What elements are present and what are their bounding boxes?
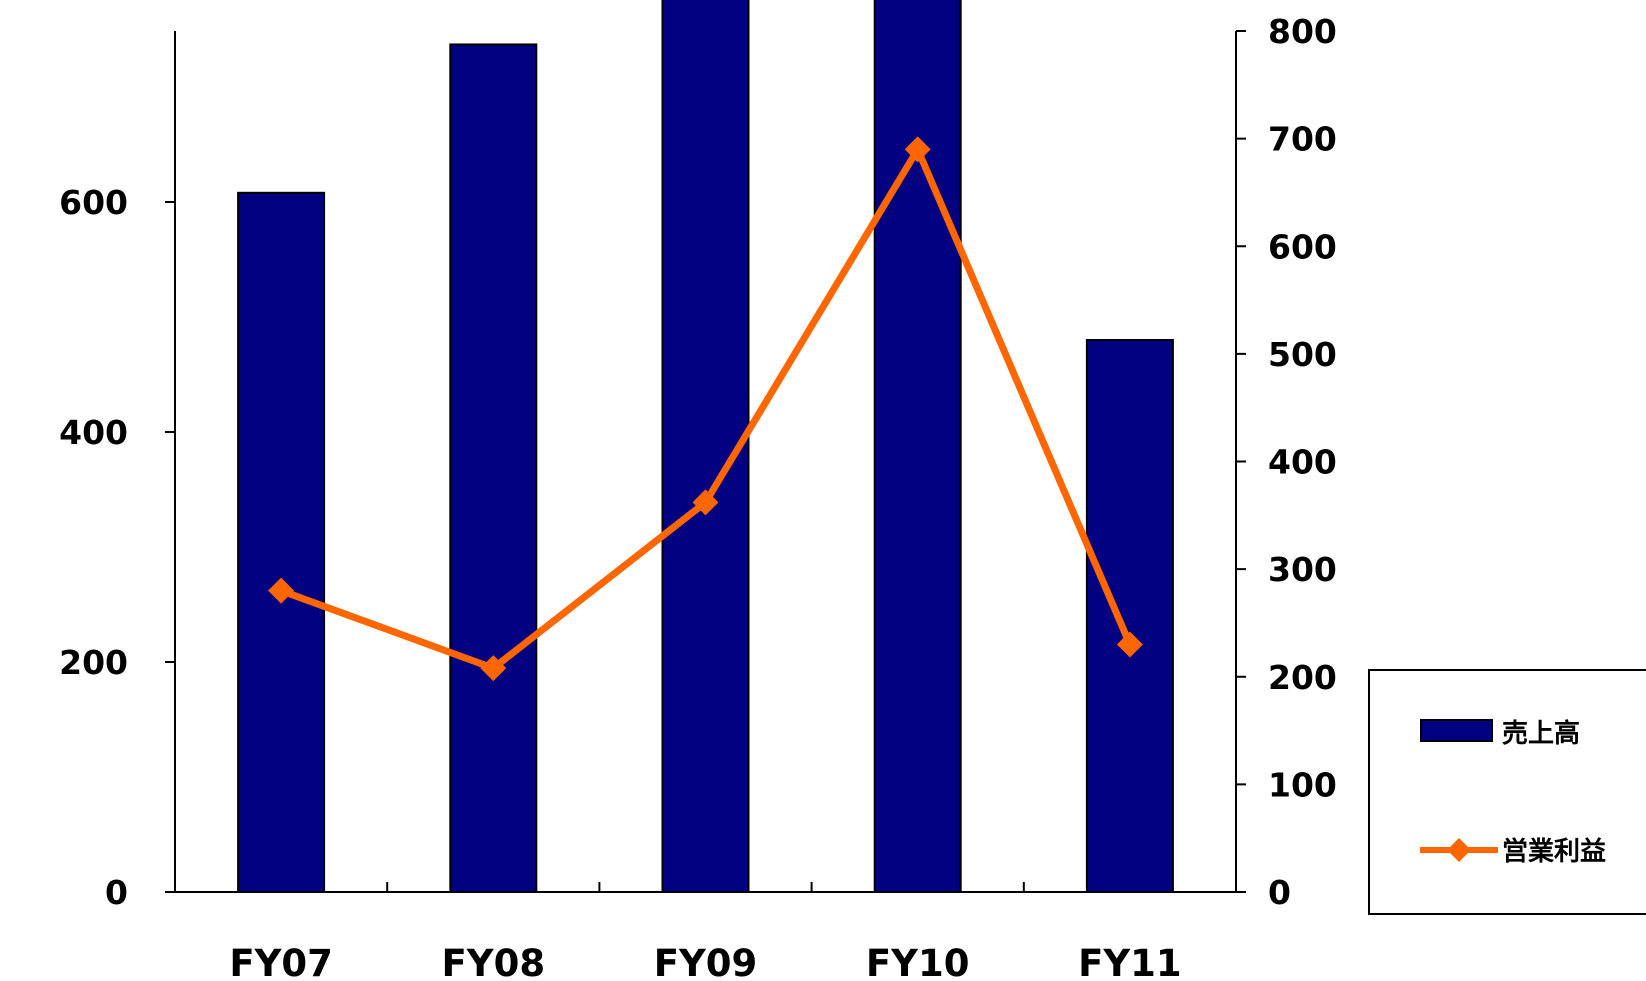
bar-series <box>237 0 1174 894</box>
legend-box <box>1368 669 1646 915</box>
right-axis-tick-label: 500 <box>1268 335 1337 374</box>
right-axis-tick-label: 600 <box>1268 227 1337 266</box>
left-axis-tick-label: 600 <box>59 183 128 222</box>
left-axis-tick-label: 400 <box>59 413 128 452</box>
x-axis-category-label: FY07 <box>229 942 333 981</box>
line-point-FY11 <box>1116 631 1143 658</box>
line-point-FY09 <box>692 489 719 516</box>
bar-FY10 <box>873 0 962 893</box>
right-axis-tick-label: 400 <box>1268 443 1337 482</box>
right-y-axis: 0 100 200 300 400 500 600 700 800 <box>1235 12 1337 912</box>
left-axis-tick-label: 0 <box>105 873 128 912</box>
right-axis-tick-label: 200 <box>1268 658 1337 697</box>
line-series <box>268 136 1143 682</box>
right-axis-tick-label: 800 <box>1268 12 1337 51</box>
right-axis-tick-label: 0 <box>1268 873 1291 912</box>
x-axis-category-label: FY11 <box>1078 942 1182 981</box>
legend-swatch-marker <box>1447 838 1471 862</box>
right-axis-tick-label: 300 <box>1268 550 1337 589</box>
x-axis-category-label: FY08 <box>442 942 546 981</box>
line-point-FY07 <box>268 577 295 604</box>
line-point-FY08 <box>480 655 507 682</box>
x-axis-category-label: FY10 <box>866 942 970 981</box>
legend-label-sales: 売上高 <box>1502 718 1580 749</box>
legend-label-operating-profit: 営業利益 <box>1502 837 1606 867</box>
bar-FY07 <box>237 191 326 894</box>
left-axis-tick-label: 200 <box>59 643 128 682</box>
bar-FY11 <box>1085 339 1174 893</box>
right-axis-tick-label: 700 <box>1268 120 1337 159</box>
bar-FY08 <box>449 43 538 893</box>
bar-FY09 <box>661 0 750 894</box>
legend-swatch-bar <box>1420 719 1493 742</box>
right-axis-tick-label: 100 <box>1268 765 1337 804</box>
x-axis-category-label: FY09 <box>654 942 758 981</box>
x-axis: FY07 FY08 FY09 FY10 FY11 <box>174 882 1237 981</box>
line-point-FY10 <box>904 136 931 163</box>
